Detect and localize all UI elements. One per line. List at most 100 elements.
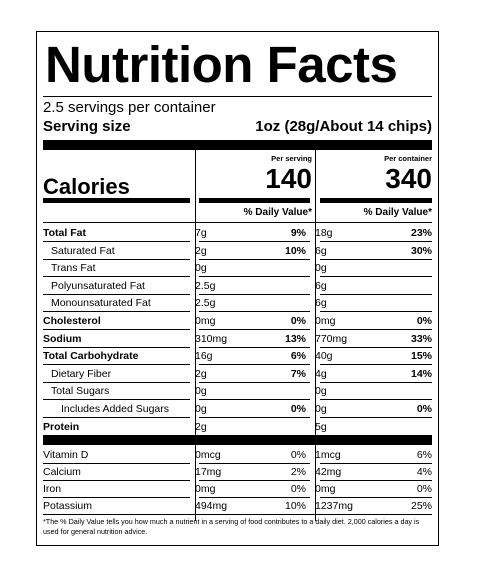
per-container-daily-value: 15%: [410, 350, 432, 363]
column-divider-serving: [195, 150, 196, 521]
calories-label: Calories: [43, 174, 130, 199]
per-container-amount: 6g: [315, 297, 327, 310]
row-rule: [199, 258, 310, 260]
per-container-daily-value: 23%: [410, 227, 432, 239]
per-container-daily-value: 6%: [416, 449, 432, 461]
per-container-daily-value: 4%: [416, 466, 432, 478]
per-serving-amount: 310mg: [195, 332, 228, 345]
per-container-amount: 4g: [315, 367, 327, 380]
row-rule: [43, 293, 190, 295]
per-serving-amount: 0g: [195, 403, 207, 415]
nutrient-row: Cholesterol 0mg 0% 0mg 0%: [43, 312, 432, 330]
vitamin-row: Vitamin D 0mcg 0% 1mcg 6%: [43, 446, 432, 464]
per-serving-amount: 494mg: [195, 500, 228, 512]
nutrient-row: Sodium 310mg 13% 770mg 33%: [43, 330, 432, 348]
per-container-amount: 770mg: [315, 332, 348, 345]
row-rule: [43, 258, 190, 260]
row-rule: [43, 276, 190, 278]
row-rule: [320, 293, 432, 295]
row-rule: [320, 276, 432, 278]
per-serving-daily-value: 7%: [290, 367, 306, 380]
per-serving-amount: 0g: [195, 385, 207, 398]
row-rule: [43, 497, 190, 498]
per-container-daily-value: 25%: [410, 500, 432, 512]
row-rule: [199, 497, 310, 498]
row-rule: [199, 276, 310, 278]
nutrition-facts-label: Nutrition Facts 2.5 servings per contain…: [36, 31, 439, 546]
row-rule: [43, 463, 190, 464]
row-rule: [199, 364, 310, 366]
nutrient-row: Trans Fat 0g 0g: [43, 259, 432, 277]
per-serving-amount: 2g: [195, 244, 207, 257]
per-serving-amount: 16g: [195, 350, 213, 363]
nutrient-name: Calcium: [43, 466, 81, 478]
row-rule: [199, 480, 310, 481]
nutrient-name: Saturated Fat: [51, 244, 115, 257]
per-serving-amount: 0g: [195, 262, 207, 275]
per-container-header: Per container: [384, 154, 432, 163]
nutrient-name: Monounsaturated Fat: [51, 297, 151, 310]
nutrient-name: Iron: [43, 483, 62, 495]
per-container-daily-value: 0%: [416, 315, 432, 327]
nutrient-name: Total Carbohydrate: [43, 350, 139, 363]
per-serving-daily-value: 10%: [284, 500, 306, 512]
dv-header-rule: [43, 222, 432, 223]
row-rule: [199, 381, 310, 383]
label-title: Nutrition Facts: [45, 36, 398, 93]
nutrient-row: Saturated Fat 2g 10% 6g 30%: [43, 242, 432, 260]
nutrient-row: Protein 2g 5g: [43, 418, 432, 436]
row-rule: [199, 463, 310, 464]
vitamin-row: Iron 0mg 0% 0mg 0%: [43, 480, 432, 498]
vitamin-row: Potassium 494mg 10% 1237mg 25%: [43, 497, 432, 515]
daily-value-footnote: *The % Daily Value tells you how much a …: [43, 517, 420, 536]
servings-per-container: 2.5 servings per container: [43, 99, 216, 116]
per-serving-amount: 2g: [195, 367, 207, 380]
per-container-amount: 40g: [315, 350, 333, 363]
per-container-daily-value: 14%: [410, 367, 432, 380]
per-serving-amount: 0mcg: [195, 449, 221, 461]
nutrient-name: Includes Added Sugars: [61, 403, 169, 415]
nutrient-name: Dietary Fiber: [51, 367, 112, 380]
nutrient-name: Vitamin D: [43, 449, 89, 461]
calories-per-container: 340: [385, 163, 432, 194]
row-rule: [199, 346, 310, 348]
row-rule: [43, 364, 190, 366]
nutrient-row: Monounsaturated Fat 2.5g 6g: [43, 294, 432, 312]
per-container-daily-value: 30%: [410, 244, 432, 257]
per-serving-amount: 0mg: [195, 315, 216, 327]
per-container-amount: 5g: [315, 420, 327, 433]
nutrient-name: Sodium: [43, 332, 82, 345]
row-rule: [199, 417, 310, 418]
per-container-daily-value: 0%: [416, 483, 432, 495]
nutrient-row: Includes Added Sugars 0g 0% 0g 0%: [43, 400, 432, 418]
per-container-amount: 0g: [315, 385, 327, 398]
row-rule: [43, 311, 190, 313]
row-rule: [320, 311, 432, 313]
per-container-amount: 18g: [315, 227, 333, 239]
per-serving-daily-value: 6%: [290, 350, 306, 363]
per-serving-amount: 17mg: [195, 466, 222, 478]
serving-size-value: 1oz (28g/About 14 chips): [255, 118, 432, 135]
serving-size-label: Serving size: [43, 118, 131, 135]
row-rule: [43, 417, 190, 418]
per-container-daily-value: 33%: [410, 332, 432, 345]
row-rule: [43, 241, 190, 242]
row-rule: [320, 381, 432, 383]
thick-divider: [43, 140, 432, 150]
row-rule: [320, 364, 432, 366]
nutrient-name: Cholesterol: [43, 315, 101, 327]
per-serving-header: Per serving: [271, 154, 312, 163]
row-rule: [199, 329, 310, 330]
per-container-amount: 0mg: [315, 315, 336, 327]
per-serving-daily-value: 9%: [290, 227, 306, 239]
daily-value-header-serving: % Daily Value*: [243, 207, 312, 218]
calories-bar-left: [43, 198, 190, 203]
row-rule: [320, 258, 432, 260]
nutrient-name: Potassium: [43, 500, 93, 512]
per-serving-amount: 2.5g: [195, 279, 216, 292]
row-rule: [199, 311, 310, 313]
row-rule: [43, 399, 190, 401]
per-serving-amount: 7g: [195, 227, 207, 239]
per-container-amount: 6g: [315, 244, 327, 257]
per-serving-daily-value: 0%: [290, 403, 306, 415]
